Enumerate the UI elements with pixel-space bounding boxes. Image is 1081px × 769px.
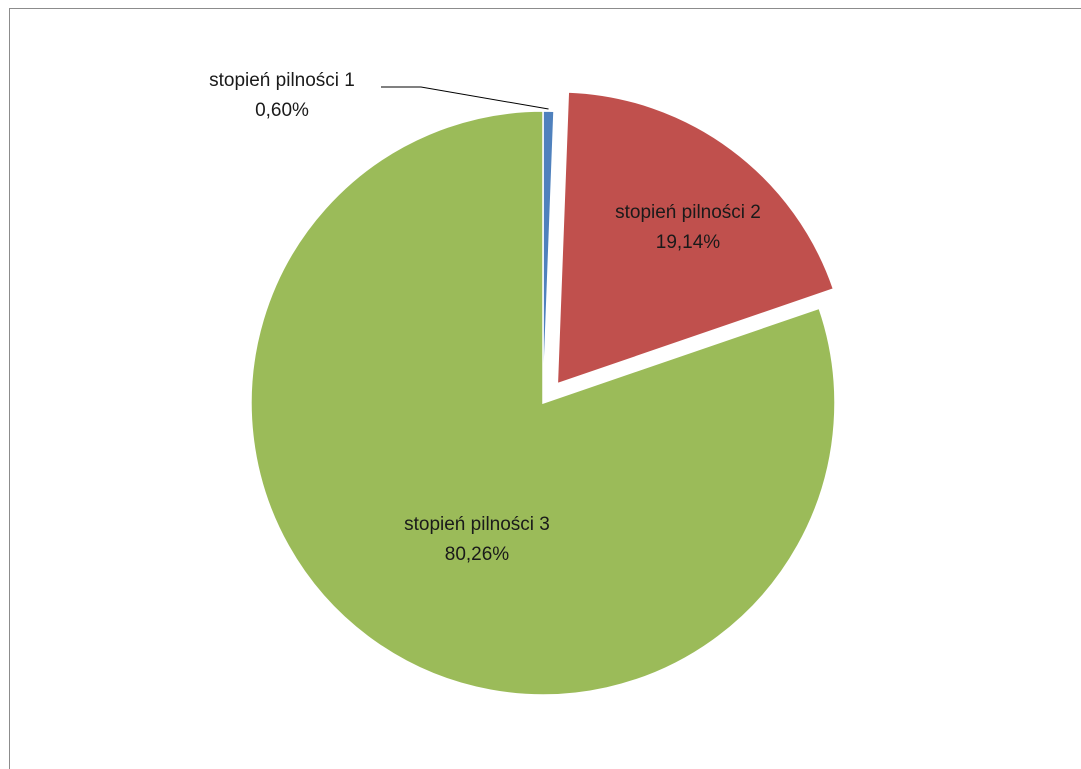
- pie-slice-stopien-pilnosci-2: [556, 91, 835, 385]
- slice-value-stopien-pilnosci-1: 0,60%: [255, 100, 309, 121]
- slice-label-stopien-pilnosci-1: stopień pilności 1: [209, 70, 355, 91]
- slice-label-stopien-pilnosci-3: stopień pilności 3: [404, 514, 550, 535]
- slice-labels: stopień pilności 1 0,60% stopień pilności …: [209, 70, 761, 565]
- pie-slices: [250, 91, 836, 696]
- pie-slice-stopien-pilnosci-3: [250, 110, 836, 696]
- slice-value-stopien-pilnosci-3: 80,26%: [445, 544, 510, 565]
- leader-lines: [381, 86, 549, 110]
- pie-slice-stopien-pilnosci-1: [542, 110, 555, 404]
- slice-label-stopien-pilnosci-2: stopień pilności 2: [615, 202, 761, 223]
- leader-line-stopien-pilnosci-1: [381, 86, 549, 110]
- slice-value-stopien-pilnosci-2: 19,14%: [656, 232, 721, 253]
